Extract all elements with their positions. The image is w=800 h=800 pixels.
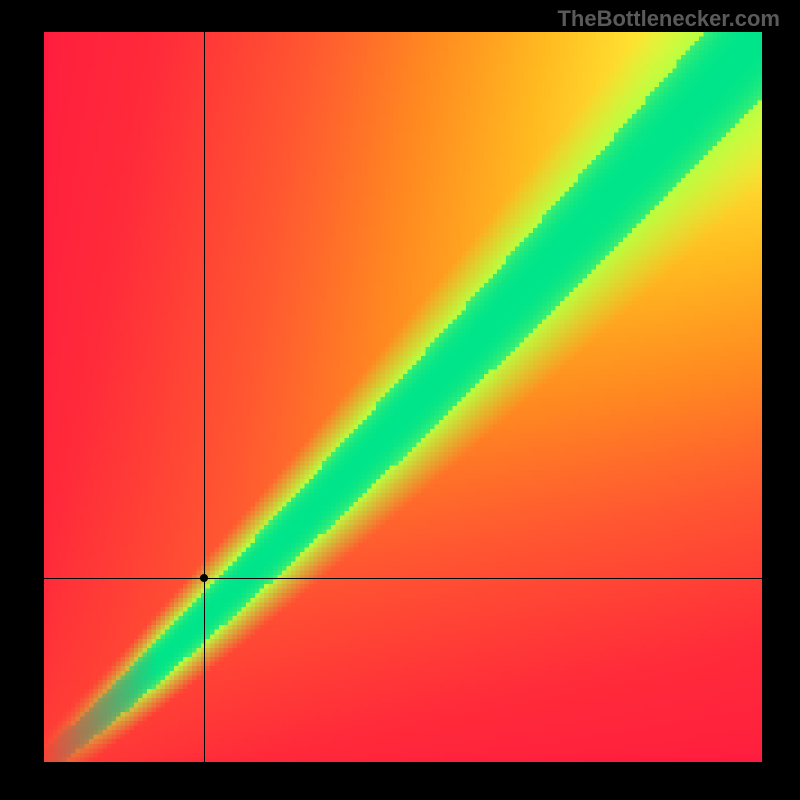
watermark-text: TheBottlenecker.com	[557, 6, 780, 32]
crosshair-vertical	[204, 32, 205, 762]
heatmap-plot	[44, 32, 762, 762]
crosshair-marker	[200, 574, 208, 582]
crosshair-horizontal	[44, 578, 762, 579]
heatmap-canvas	[44, 32, 762, 762]
